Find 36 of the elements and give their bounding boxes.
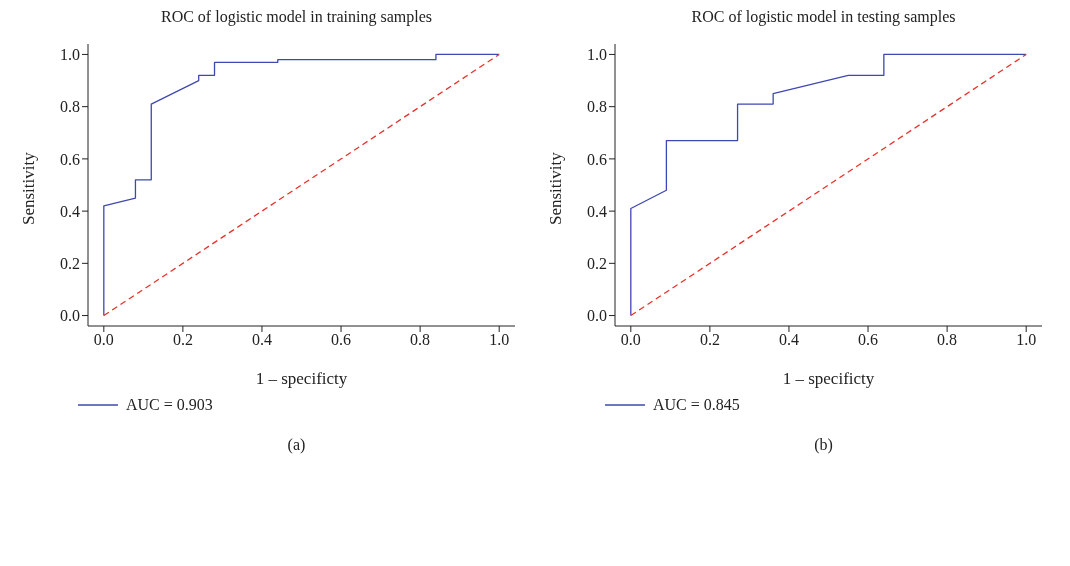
x-tick-label: 0.2 xyxy=(172,331,193,349)
y-tick-label: 0.4 xyxy=(587,202,607,220)
x-tick-label: 1.0 xyxy=(1016,331,1037,349)
x-axis-title: 1 – specificty xyxy=(255,369,348,388)
y-tick-label: 0.2 xyxy=(60,255,80,273)
x-tick-label: 1.0 xyxy=(489,331,510,349)
x-tick-label: 0.4 xyxy=(251,331,272,349)
line-series xyxy=(103,53,500,317)
legend-label: AUC = 0.845 xyxy=(653,396,740,414)
y-tick-label: 0.0 xyxy=(587,307,607,325)
y-tick-label: 0.2 xyxy=(587,255,607,273)
text: (a) xyxy=(286,436,307,454)
x-tick-label: 0.0 xyxy=(620,331,641,349)
legend-label: AUC = 0.903 xyxy=(126,396,213,414)
x-tick-label: 0.8 xyxy=(937,331,958,349)
y-tick-label: 1.0 xyxy=(60,46,80,64)
y-axis-title: Sensitivity xyxy=(546,151,566,225)
chart-title: ROC of logistic model in training samples xyxy=(159,8,434,28)
text: (b) xyxy=(813,436,834,454)
y-tick-label: 0.8 xyxy=(60,98,80,116)
y-axis-title: Sensitivity xyxy=(19,151,39,225)
x-tick-label: 0.8 xyxy=(410,331,431,349)
x-tick-label: 0.0 xyxy=(93,331,114,349)
y-tick-label: 0.8 xyxy=(587,98,607,116)
x-tick-label: 0.6 xyxy=(331,331,352,349)
x-tick-label: 0.2 xyxy=(699,331,720,349)
x-tick-label: 0.6 xyxy=(858,331,879,349)
line-series xyxy=(630,53,1027,317)
y-tick-label: 0.4 xyxy=(60,202,80,220)
y-tick-label: 0.6 xyxy=(60,150,80,168)
chart-title: ROC of logistic model in testing samples xyxy=(690,8,957,28)
y-tick-label: 0.6 xyxy=(587,150,607,168)
x-tick-label: 0.4 xyxy=(778,331,799,349)
x-axis-title: 1 – specificty xyxy=(782,369,875,388)
y-tick-label: 0.0 xyxy=(60,307,80,325)
y-tick-label: 1.0 xyxy=(587,46,607,64)
